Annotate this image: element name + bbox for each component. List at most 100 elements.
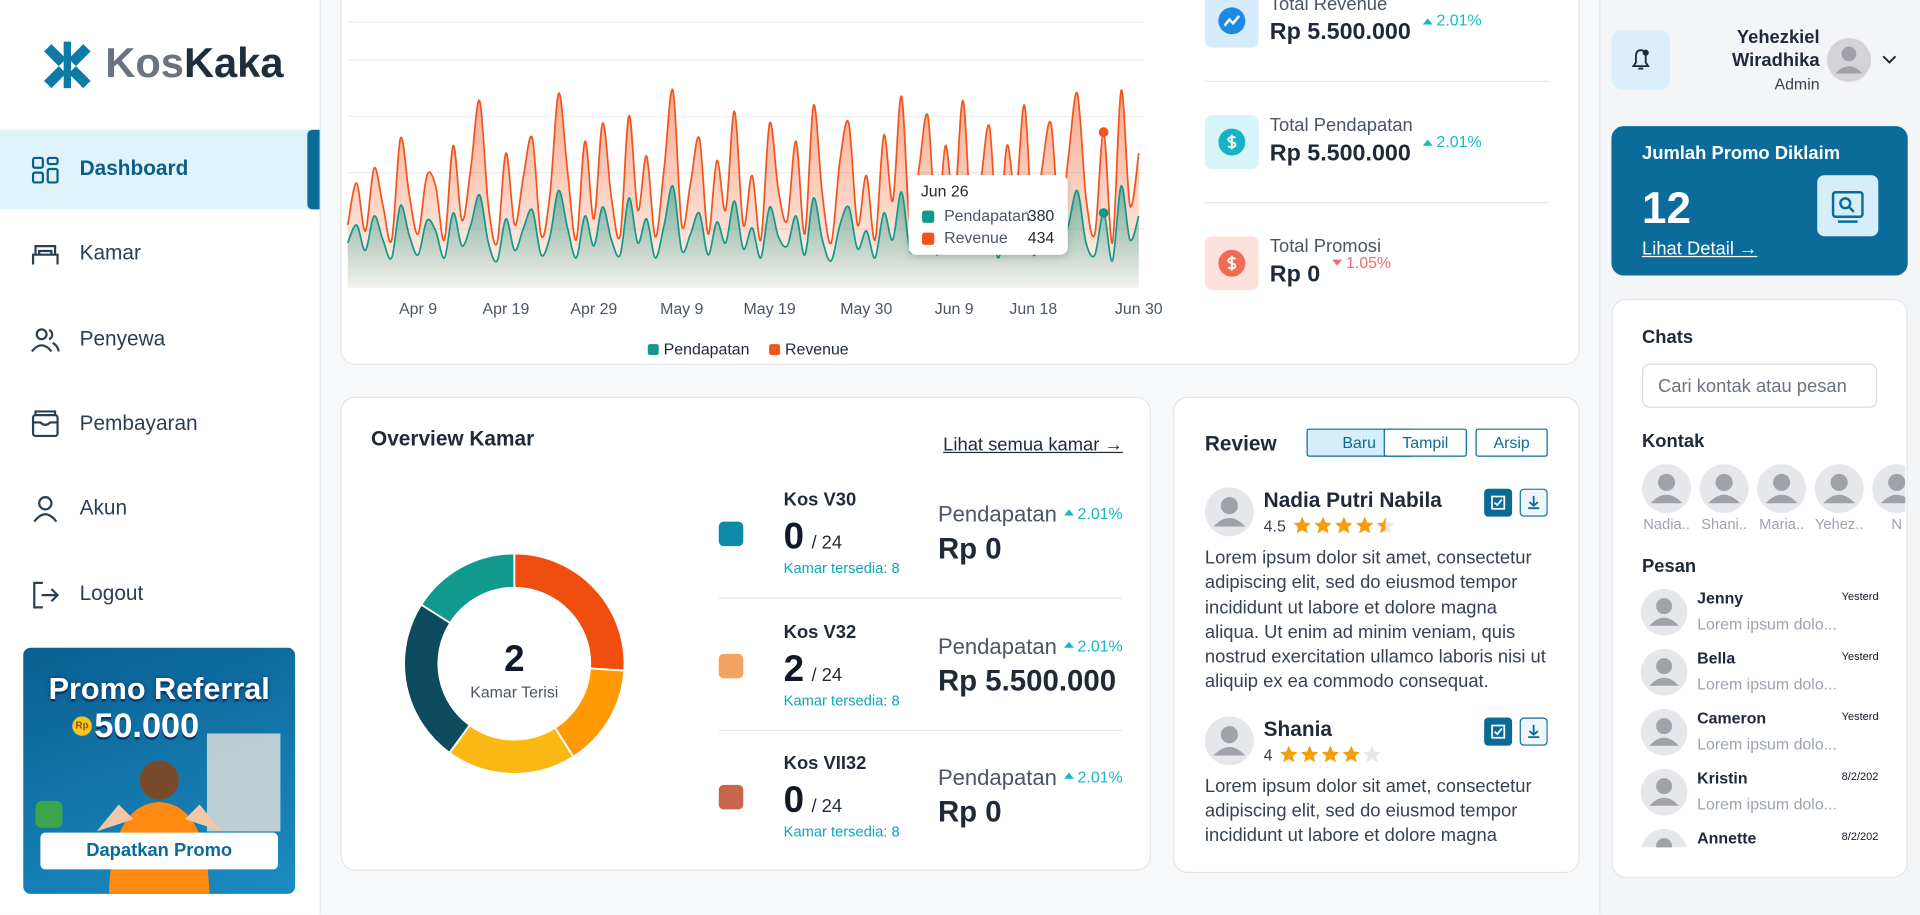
review-stars: [1280, 745, 1381, 762]
overview-card: [340, 396, 1152, 871]
trend-arrow: [1064, 772, 1074, 779]
review-action[interactable]: [1519, 488, 1548, 517]
promo-amount: 50.000: [94, 706, 200, 745]
promo-claimed-card: Jumlah Promo Diklaim 12 Lihat Detail →: [1611, 126, 1908, 276]
message-name: Jenny: [1697, 588, 1744, 608]
message-row[interactable]: Bella Lorem ipsum dolo... Yesterda: [1611, 645, 1905, 701]
message-row[interactable]: AnnetteLorem ipsum dolo...8/2/202: [1611, 825, 1905, 848]
chat-search[interactable]: Cari kontak atau pesan: [1642, 363, 1878, 408]
stat-separator: [1204, 80, 1549, 83]
star-fill: [1301, 745, 1319, 762]
review-action[interactable]: [1519, 717, 1548, 746]
room-occupancy: 2 / 24: [784, 647, 842, 697]
room-occupied: 2: [783, 648, 805, 689]
message-name: Kristin: [1697, 768, 1748, 788]
review-tab[interactable]: Tampil: [1383, 428, 1467, 457]
contact-avatar[interactable]: [1699, 464, 1749, 514]
nav-item[interactable]: Penyewa: [0, 300, 320, 380]
message-row[interactable]: Kristin Lorem ipsum dolo... 8/2/202: [1611, 765, 1905, 821]
message-row[interactable]: Jenny Lorem ipsum dolo... Yesterda: [1611, 585, 1905, 641]
nav-label: Kamar: [79, 241, 141, 265]
trend-arrow: [1423, 18, 1433, 25]
message-row[interactable]: Cameron Lorem ipsum dolo... Yesterda: [1611, 705, 1905, 761]
review-item: Shania 4 Lorem ipsum dolor sit amet, conse…: [1204, 716, 1553, 845]
logo-part: Kos: [105, 40, 184, 87]
contact-avatar[interactable]: [1814, 464, 1864, 514]
room-name: Kos V30: [783, 489, 857, 511]
contact-name: Nadia..: [1643, 515, 1690, 533]
message-preview: Lorem ipsum dolo...: [1697, 794, 1837, 814]
overview-title: Overview Kamar: [371, 427, 535, 451]
logo-part: Kaka: [183, 40, 284, 87]
stat-change: 2.01%: [1436, 11, 1482, 30]
contact-avatar[interactable]: [1642, 464, 1692, 514]
room-income-label: Pendapatan: [937, 502, 1057, 527]
logo-text: KosKaka: [105, 37, 283, 91]
review-action[interactable]: [1484, 717, 1513, 746]
promo-button[interactable]: Dapatkan Promo: [40, 832, 278, 870]
promo-claimed-value: 12: [1642, 182, 1692, 233]
room-occupied: 0: [783, 780, 805, 821]
sidebar: KosKaka Dashboard Kamar Penyewa Pembayaran A…: [0, 0, 321, 915]
review-avatar: [1204, 487, 1254, 537]
message-time: Yesterda: [1841, 590, 1879, 603]
promo-title: Promo Referral: [48, 672, 270, 707]
promo-coin: Rp: [72, 716, 92, 736]
stat-value: Rp 5.500.000: [1269, 140, 1411, 167]
message-name: Annette: [1697, 828, 1757, 848]
review-title: Review: [1204, 432, 1277, 456]
overview-link[interactable]: Lihat semua kamar →: [943, 434, 1123, 456]
room-income: Rp 5.500.000: [937, 664, 1117, 698]
message-avatar: [1640, 588, 1688, 636]
nav-label: Dashboard: [79, 156, 189, 181]
nav-item[interactable]: Logout: [0, 554, 320, 634]
promo-claimed-icon: [1817, 175, 1879, 237]
message-avatar: [1640, 708, 1688, 756]
room-occupancy: 0 / 24: [784, 516, 842, 566]
stat-title: Total Revenue: [1269, 0, 1388, 15]
notification-button[interactable]: [1611, 30, 1671, 90]
nav-icon: [30, 327, 60, 352]
message-time: Yesterda: [1841, 650, 1879, 663]
room-total: / 24: [811, 795, 843, 817]
review-text: Lorem ipsum dolor sit amet, consectetur …: [1204, 547, 1546, 693]
room-change: 2.01%: [1077, 504, 1123, 523]
chart-card: [340, 0, 1580, 365]
room-income-label: Pendapatan: [937, 633, 1057, 659]
logo-icon: [44, 41, 91, 89]
contacts: Nadia.. Shani.. Maria.. Yehez.. N: [1611, 460, 1906, 536]
star-fill: [1322, 745, 1340, 762]
message-time: 8/2/202: [1841, 830, 1879, 843]
review-tab[interactable]: Arsip: [1475, 428, 1548, 457]
room-change: 2.01%: [1077, 636, 1123, 655]
trend-arrow: [1423, 139, 1433, 146]
nav-item[interactable]: Pembayaran: [0, 384, 320, 464]
trend-arrow: [1064, 641, 1074, 648]
nav-item[interactable]: Kamar: [0, 215, 320, 295]
stat-icon: [1204, 236, 1259, 291]
nav-icon: [33, 581, 60, 608]
review-stars: [1293, 516, 1395, 534]
nav-item[interactable]: Dashboard: [0, 129, 320, 210]
contact-avatar[interactable]: [1872, 464, 1906, 514]
message-preview: Lorem ipsum dolo...: [1697, 734, 1837, 754]
stat-title: Total Pendapatan: [1269, 115, 1413, 136]
review-header: Nadia Putri Nabila 4.5: [1204, 487, 1553, 546]
review-action[interactable]: [1484, 488, 1513, 517]
review-text: Lorem ipsum dolor sit amet, consectetur …: [1204, 776, 1532, 845]
message-avatar: [1641, 828, 1687, 848]
contact-avatar[interactable]: [1757, 464, 1807, 514]
nav-active-bar: [307, 129, 320, 210]
review-avatar: [1204, 716, 1254, 766]
room-income-label: Pendapatan: [937, 765, 1057, 790]
stat-separator: [1204, 202, 1549, 204]
review-item: Nadia Putri Nabila 4.5 Lorem ipsum dolor s…: [1204, 487, 1553, 695]
room-separator: [718, 597, 1122, 599]
message-time: 8/2/202: [1841, 770, 1879, 783]
message-avatar: [1640, 648, 1688, 696]
room-color: [718, 784, 744, 810]
promo-claimed-link[interactable]: Lihat Detail →: [1642, 238, 1758, 260]
user-avatar[interactable]: [1824, 34, 1910, 88]
nav-item[interactable]: Akun: [0, 469, 320, 549]
contact-name: N: [1891, 515, 1903, 533]
